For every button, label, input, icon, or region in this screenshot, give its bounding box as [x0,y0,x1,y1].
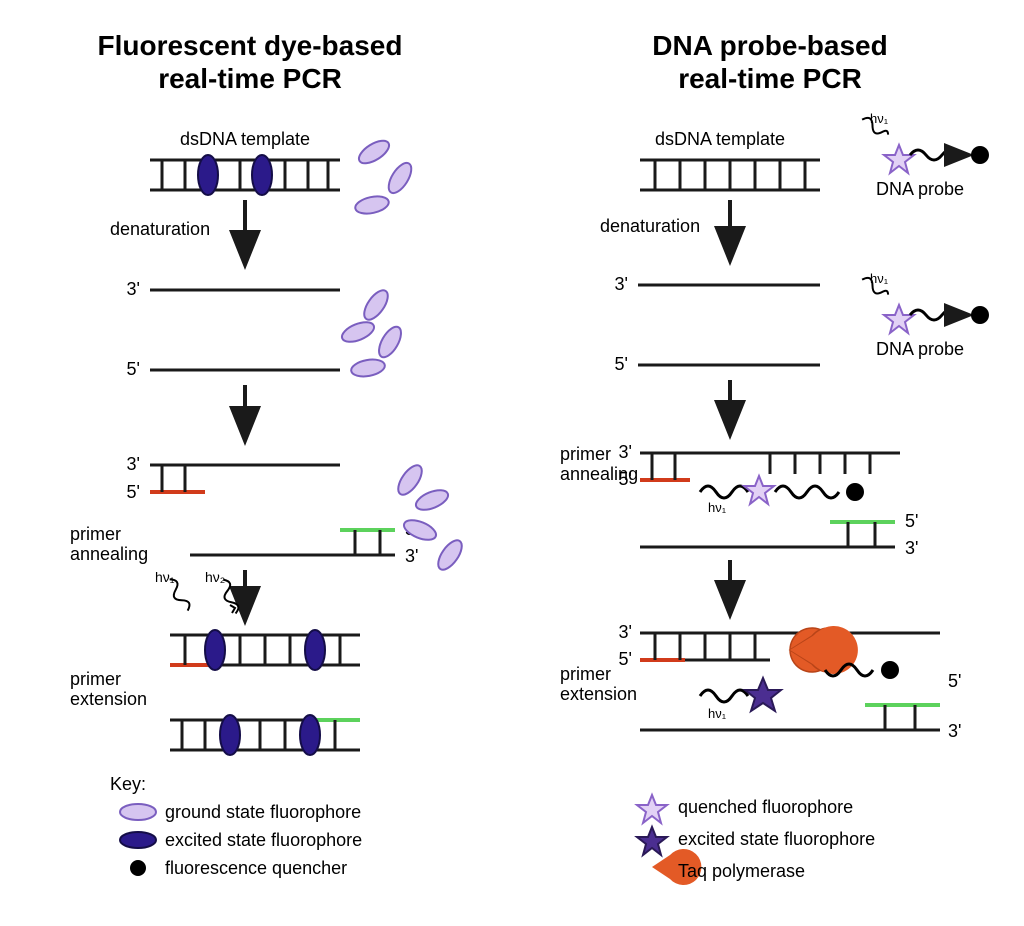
right-column: DNA probe-based real-time PCR dsDNA temp… [560,30,989,885]
svg-text:hν₁: hν₁ [155,569,175,585]
dna-probe-2: hν₁ [860,271,989,333]
svg-text:primer: primer [560,444,611,464]
primer-extension-right: 3' 5' hν₁ 5' 3' [619,622,962,741]
ground-fluors-2 [339,286,405,378]
svg-text:excited state fluorophore: excited state fluorophore [678,829,875,849]
svg-text:3': 3' [615,274,628,294]
svg-text:3': 3' [619,622,632,642]
label-primer-annealing-left-1: primer [70,524,121,544]
svg-text:Key:: Key: [110,774,146,794]
svg-text:excited state fluorophore: excited state fluorophore [165,830,362,850]
svg-text:hν₂: hν₂ [205,569,225,585]
svg-text:extension: extension [560,684,637,704]
label-primer-annealing-left-2: annealing [70,544,148,564]
left-title-line1: Fluorescent dye-based [98,30,403,61]
label-3p-a: 3' [127,279,140,299]
label-primer-extension-left-2: extension [70,689,147,709]
label-template-right: dsDNA template [655,129,785,149]
label-denaturation-right: denaturation [600,216,700,236]
label-template-left: dsDNA template [180,129,310,149]
svg-text:fluorescence quencher: fluorescence quencher [165,858,347,878]
primer-anneal-left: 3' 5' 5' 3' [127,454,419,566]
left-column: Fluorescent dye-based real-time PCR dsDN… [70,30,466,878]
svg-text:quenched fluorophore: quenched fluorophore [678,797,853,817]
label-dnaprobe-2: DNA probe [876,339,964,359]
ground-fluors-1 [354,136,416,216]
hv-left: hν₁ hν₂ [155,569,240,615]
svg-text:5': 5' [619,469,632,489]
key-right: quenched fluorophore excited state fluor… [637,795,875,885]
dna-probe-1: hν₁ [860,111,989,173]
svg-text:3': 3' [948,721,961,741]
svg-text:ground state fluorophore: ground state fluorophore [165,802,361,822]
svg-text:hν₁: hν₁ [708,500,727,515]
svg-text:5': 5' [619,649,632,669]
svg-text:3': 3' [405,546,418,566]
right-title-line2: real-time PCR [678,63,862,94]
right-title-line1: DNA probe-based [652,30,887,61]
label-denaturation-left: denaturation [110,219,210,239]
svg-text:3': 3' [127,454,140,474]
left-title-line2: real-time PCR [158,63,342,94]
svg-text:hν₁: hν₁ [708,706,727,721]
label-primer-extension-left-1: primer [70,669,121,689]
pcr-diagram: Fluorescent dye-based real-time PCR dsDN… [0,0,1024,926]
extension-duplex-1 [170,630,360,670]
svg-text:3': 3' [905,538,918,558]
svg-text:Taq polymerase: Taq polymerase [678,861,805,881]
key-left: Key: ground state fluorophore excited st… [110,774,362,878]
svg-text:5': 5' [615,354,628,374]
primer-anneal-right: 3' 5' hν₁ 5' 3' [619,442,919,558]
svg-text:5': 5' [948,671,961,691]
svg-text:5': 5' [127,482,140,502]
svg-text:5': 5' [905,511,918,531]
dsdna-template-left [150,155,340,195]
extension-duplex-2 [170,715,360,755]
label-dnaprobe-1: DNA probe [876,179,964,199]
label-5p-a: 5' [127,359,140,379]
dsdna-template-right [640,160,820,190]
svg-text:primer: primer [560,664,611,684]
svg-text:3': 3' [619,442,632,462]
